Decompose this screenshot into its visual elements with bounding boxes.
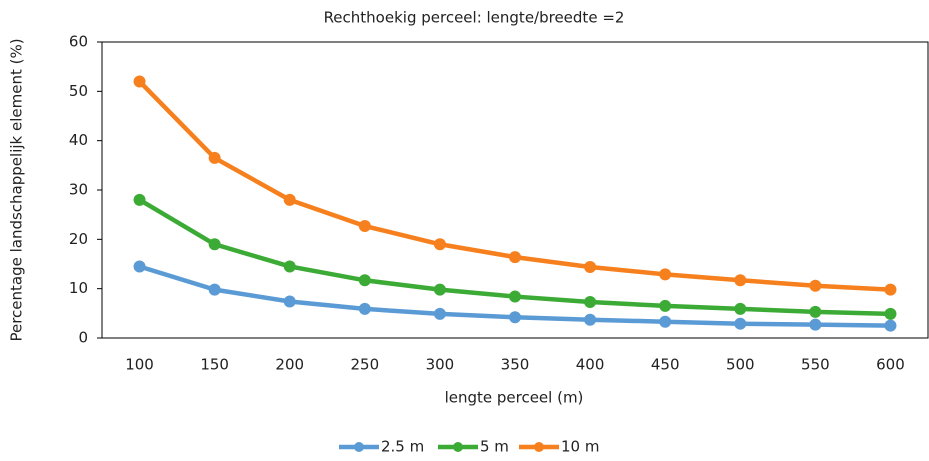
data-point	[208, 151, 221, 164]
data-point	[809, 318, 822, 331]
data-point	[208, 238, 221, 251]
y-axis-label: Percentage landschappelijk element (%)	[8, 38, 26, 341]
y-tick-label: 20	[69, 230, 88, 248]
data-point	[659, 315, 672, 328]
data-point	[584, 260, 597, 273]
data-point	[509, 311, 521, 324]
chart-title: Rechthoekig perceel: lengte/breedte =2	[324, 9, 625, 27]
legend-marker	[534, 442, 544, 452]
data-point	[358, 302, 371, 315]
y-tick-label: 40	[69, 131, 88, 149]
x-tick-label: 400	[576, 356, 605, 374]
data-point	[133, 75, 146, 88]
data-point	[133, 193, 146, 206]
data-point	[734, 317, 747, 330]
y-tick-label: 10	[69, 279, 88, 297]
data-point	[809, 305, 822, 318]
x-tick-label: 550	[801, 356, 830, 374]
data-point	[208, 283, 221, 296]
data-point	[884, 319, 897, 332]
legend-label: 5 m	[480, 438, 509, 456]
y-tick-label: 60	[69, 33, 88, 51]
data-point	[659, 268, 672, 281]
y-tick-label: 0	[78, 329, 88, 347]
x-tick-label: 300	[426, 356, 455, 374]
x-tick-label: 450	[651, 356, 680, 374]
data-point	[358, 220, 371, 233]
legend-marker	[354, 442, 364, 452]
data-point	[283, 295, 296, 308]
x-tick-label: 600	[876, 356, 905, 374]
x-axis-label: lengte perceel (m)	[445, 389, 584, 407]
legend-label: 2.5 m	[381, 438, 424, 456]
data-point	[884, 283, 897, 296]
data-point	[734, 274, 747, 287]
data-point	[659, 299, 672, 312]
y-tick-label: 50	[69, 82, 88, 100]
data-point	[433, 238, 446, 251]
data-point	[809, 279, 822, 292]
data-point	[133, 260, 146, 273]
x-tick-label: 150	[200, 356, 229, 374]
data-point	[283, 193, 296, 206]
x-tick-label: 100	[125, 356, 154, 374]
x-tick-label: 250	[350, 356, 379, 374]
x-tick-label: 200	[275, 356, 304, 374]
data-point	[584, 313, 597, 326]
data-point	[884, 307, 897, 320]
data-point	[433, 307, 446, 320]
y-tick-label: 30	[69, 181, 88, 199]
data-point	[358, 274, 371, 287]
data-point	[584, 295, 597, 308]
legend-label: 10 m	[561, 438, 599, 456]
data-point	[509, 290, 521, 303]
x-tick-label: 350	[501, 356, 530, 374]
x-tick-label: 500	[726, 356, 755, 374]
data-point	[734, 302, 747, 315]
data-point	[283, 260, 296, 273]
legend-marker	[453, 442, 463, 452]
data-point	[509, 251, 521, 264]
data-point	[433, 283, 446, 296]
